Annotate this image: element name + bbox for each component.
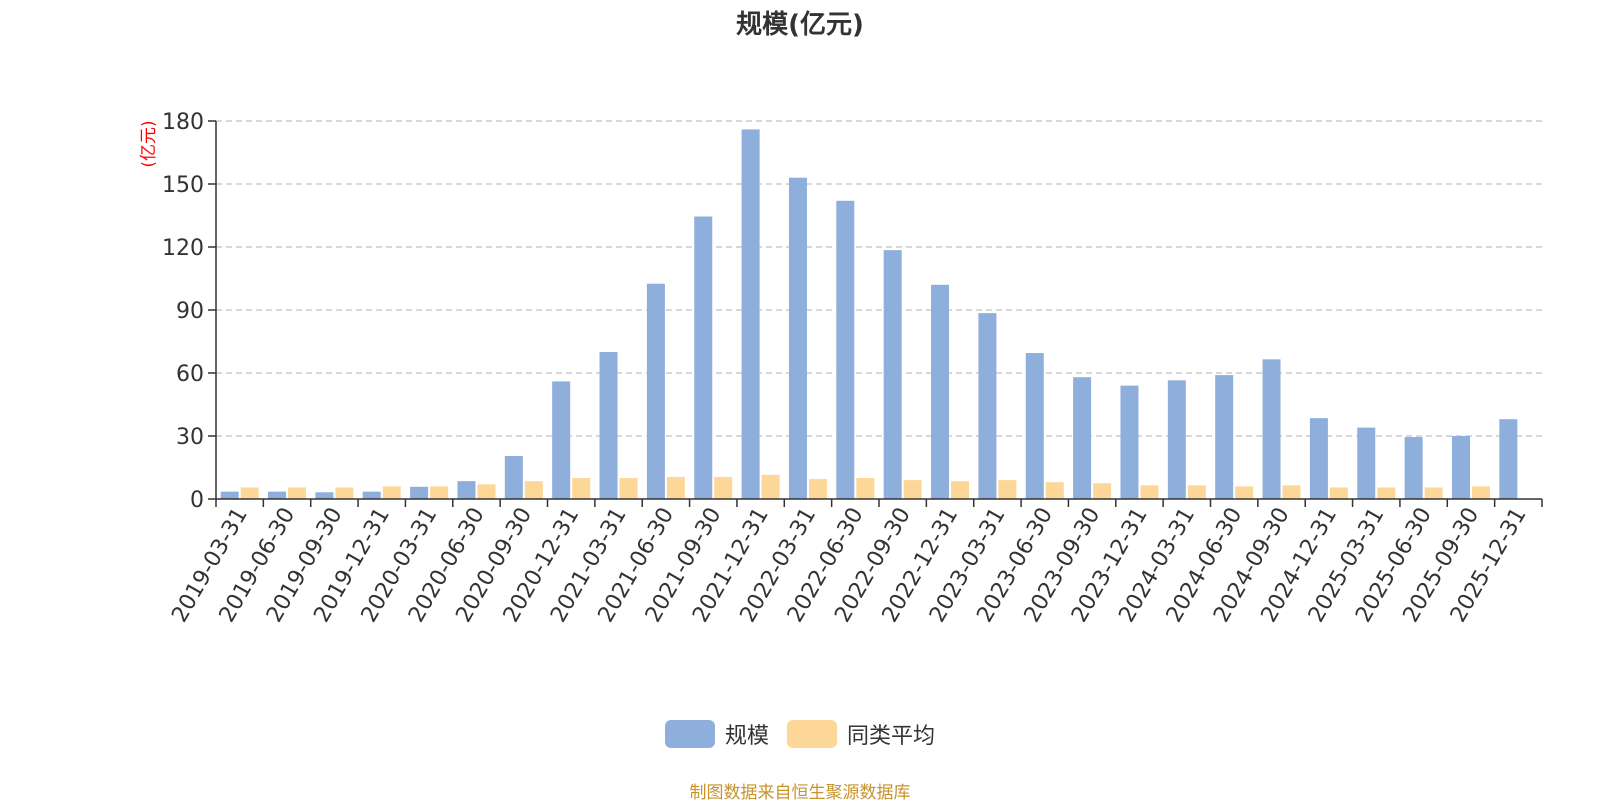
bar-scale[interactable] [268, 491, 287, 499]
bar-scale[interactable] [788, 177, 807, 499]
bar-peer-average[interactable] [1140, 485, 1159, 499]
y-tick-label: 150 [162, 173, 204, 198]
bar-peer-average[interactable] [619, 478, 638, 499]
bar-scale[interactable] [694, 216, 713, 500]
y-axis-unit-label: (亿元) [139, 120, 159, 167]
legend-swatch-scale [664, 720, 715, 748]
bar-peer-average[interactable] [761, 474, 780, 499]
bar-peer-average[interactable] [1093, 483, 1112, 499]
bar-scale[interactable] [978, 313, 997, 499]
bar-scale[interactable] [646, 283, 665, 499]
gridlines [216, 120, 1542, 437]
bar-scale[interactable] [552, 381, 571, 499]
bar-peer-average[interactable] [1471, 486, 1490, 499]
bar-scale[interactable] [1262, 359, 1281, 499]
bar-peer-average[interactable] [1377, 487, 1396, 499]
y-tick-label: 180 [162, 110, 204, 135]
bar-peer-average[interactable] [335, 487, 354, 499]
bar-scale[interactable] [1073, 377, 1092, 499]
bar-peer-average[interactable] [903, 480, 922, 499]
bar-scale[interactable] [1120, 385, 1139, 499]
legend-label-scale: 规模 [724, 724, 769, 749]
bar-peer-average[interactable] [288, 487, 307, 499]
y-tick-label: 60 [176, 362, 204, 387]
bar-peer-average[interactable] [240, 487, 259, 499]
chart-title: 规模(亿元) [736, 10, 864, 40]
bar-scale[interactable] [1215, 375, 1234, 499]
bar-scale[interactable] [931, 284, 950, 499]
bar-scale[interactable] [504, 455, 523, 499]
bar-peer-average[interactable] [714, 476, 733, 499]
legend-item-peer-average[interactable]: 同类平均 [787, 718, 935, 750]
bar-scale[interactable] [1404, 437, 1423, 499]
legend-item-scale[interactable]: 规模 [664, 718, 769, 750]
bars [220, 129, 1518, 500]
bar-peer-average[interactable] [524, 481, 543, 499]
bar-peer-average[interactable] [1329, 487, 1348, 499]
bar-peer-average[interactable] [572, 478, 591, 499]
bar-peer-average[interactable] [1045, 482, 1064, 499]
bar-peer-average[interactable] [951, 481, 970, 499]
y-tick-label: 120 [162, 236, 204, 261]
bar-peer-average[interactable] [1235, 486, 1254, 499]
bar-scale[interactable] [457, 481, 476, 499]
bar-scale[interactable] [315, 492, 334, 499]
bar-peer-average[interactable] [430, 486, 449, 499]
bar-scale[interactable] [599, 352, 618, 499]
bar-peer-average[interactable] [1424, 487, 1443, 499]
bar-scale[interactable] [1309, 418, 1328, 499]
bar-scale[interactable] [1451, 436, 1470, 499]
bar-scale[interactable] [883, 250, 902, 499]
bar-scale[interactable] [410, 486, 429, 499]
source-note: 制图数据来自恒生聚源数据库 [689, 783, 911, 803]
bar-scale[interactable] [1167, 380, 1186, 499]
bar-scale[interactable] [1499, 419, 1518, 499]
legend-label-peer-average: 同类平均 [847, 724, 936, 749]
bar-chart: 03060901201501802019-03-312019-06-302019… [139, 110, 1543, 627]
legend: 规模 同类平均 [0, 718, 1600, 750]
legend-swatch-peer-average [787, 720, 837, 748]
bar-scale[interactable] [741, 129, 760, 499]
bar-peer-average[interactable] [666, 476, 685, 499]
y-tick-label: 30 [176, 425, 204, 450]
bar-peer-average[interactable] [477, 484, 496, 499]
bar-peer-average[interactable] [1187, 485, 1206, 499]
bar-scale[interactable] [1357, 427, 1376, 499]
y-tick-label: 0 [190, 488, 204, 513]
bar-scale[interactable] [220, 491, 239, 499]
bar-peer-average[interactable] [808, 479, 827, 499]
bar-peer-average[interactable] [382, 486, 401, 499]
y-tick-label: 90 [176, 299, 204, 324]
bar-peer-average[interactable] [998, 480, 1017, 499]
bar-peer-average[interactable] [856, 478, 875, 499]
bar-peer-average[interactable] [1282, 485, 1301, 499]
bar-scale[interactable] [362, 491, 381, 499]
bar-scale[interactable] [836, 200, 855, 500]
bar-scale[interactable] [1025, 353, 1044, 499]
